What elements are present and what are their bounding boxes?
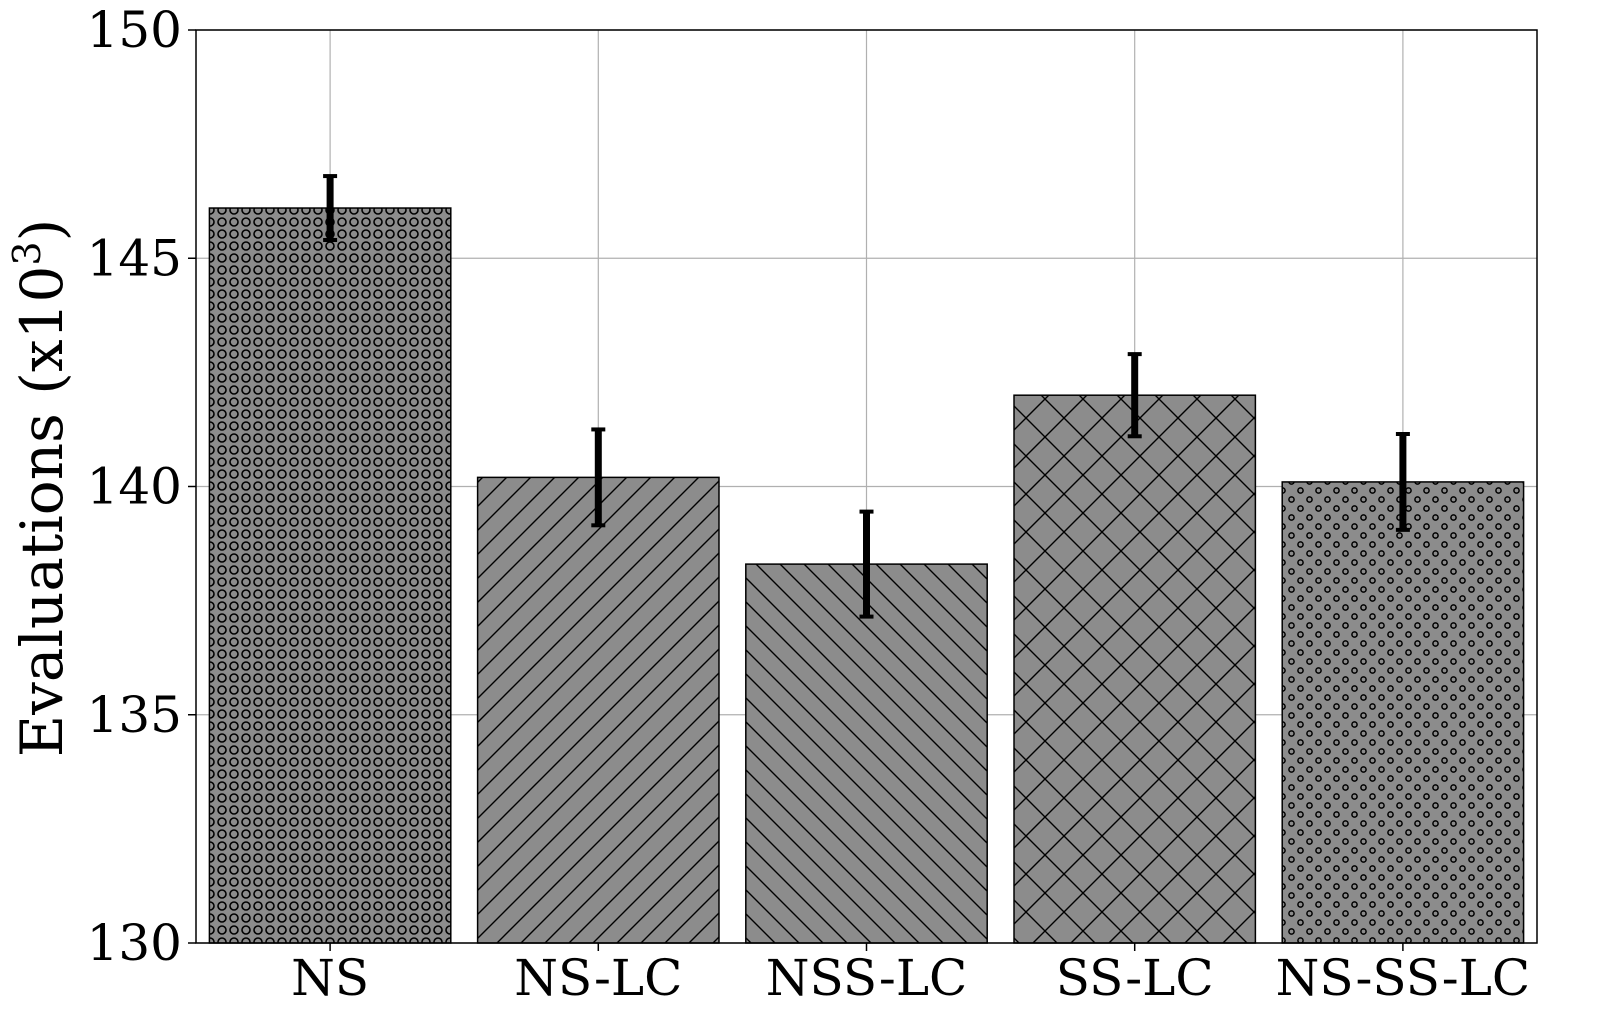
bars bbox=[208, 207, 1525, 944]
y-axis-label-close: ) bbox=[8, 219, 76, 242]
y-tick-label-0: 130 bbox=[87, 914, 182, 972]
y-tick-label-1: 135 bbox=[87, 686, 182, 744]
error-bars bbox=[323, 174, 1410, 619]
bar-hatch-ns bbox=[208, 207, 452, 944]
error-bar-ns bbox=[323, 174, 338, 242]
error-bar-nss-lc bbox=[859, 509, 874, 619]
y-axis-label: Evaluations (x103) bbox=[5, 219, 76, 757]
y-tick-label-4: 150 bbox=[87, 1, 182, 59]
x-tick-label-ns: NS bbox=[291, 949, 369, 1007]
y-axis-label-exponent: 3 bbox=[5, 241, 49, 265]
error-bar-ns-lc bbox=[591, 427, 606, 528]
x-tick-label-nss-lc: NSS-LC bbox=[766, 949, 968, 1007]
x-tick-label-ns-lc: NS-LC bbox=[514, 949, 682, 1007]
x-axis-ticks: NS NS-LC NSS-LC SS-LC NS-SS-LC bbox=[291, 943, 1530, 1007]
y-tick-label-2: 140 bbox=[87, 458, 182, 516]
x-tick-label-ss-lc: SS-LC bbox=[1056, 949, 1214, 1007]
bar-hatch-ns-lc bbox=[476, 476, 720, 944]
error-bar-ss-lc bbox=[1127, 352, 1142, 439]
y-tick-label-3: 145 bbox=[87, 229, 182, 287]
bar-hatch-ns-ss-lc bbox=[1281, 481, 1525, 944]
error-bar-ns-ss-lc bbox=[1395, 432, 1410, 532]
x-tick-label-ns-ss-lc: NS-SS-LC bbox=[1276, 949, 1531, 1007]
bar-hatch-nss-lc bbox=[745, 563, 988, 944]
y-axis-label-main: Evaluations (x10 bbox=[8, 266, 76, 758]
bar-hatch-ss-lc bbox=[1013, 394, 1257, 944]
y-axis-ticks: 130 135 140 145 150 bbox=[87, 1, 196, 972]
